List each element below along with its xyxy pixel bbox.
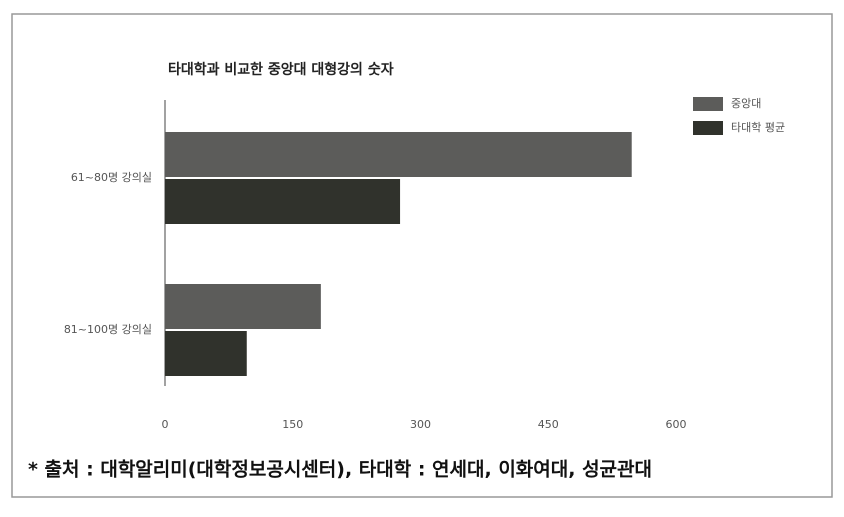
- bar: [165, 132, 632, 177]
- x-tick-label: 300: [410, 418, 431, 431]
- frame: [11, 13, 833, 498]
- bar: [165, 179, 401, 224]
- x-tick-label: 450: [538, 418, 559, 431]
- x-tick-label: 600: [666, 418, 687, 431]
- chart-title: 타대학과 비교한 중앙대 대형강의 숫자: [168, 61, 394, 78]
- legend-label: 타대학 평균: [731, 121, 785, 134]
- legend-swatch: [693, 97, 723, 111]
- legend-label: 중앙대: [731, 97, 761, 110]
- legend-swatch: [693, 121, 723, 135]
- annotation: * 출처 : 대학알리미(대학정보공시센터), 타대학 : 연세대, 이화여대,…: [28, 459, 652, 481]
- x-tick-label: 0: [162, 418, 169, 431]
- bar: [165, 331, 247, 376]
- y-tick-label: 61~80명 강의실: [71, 171, 152, 184]
- bar: [165, 284, 321, 329]
- y-tick-label: 81~100명 강의실: [64, 323, 152, 336]
- x-tick-label: 150: [282, 418, 303, 431]
